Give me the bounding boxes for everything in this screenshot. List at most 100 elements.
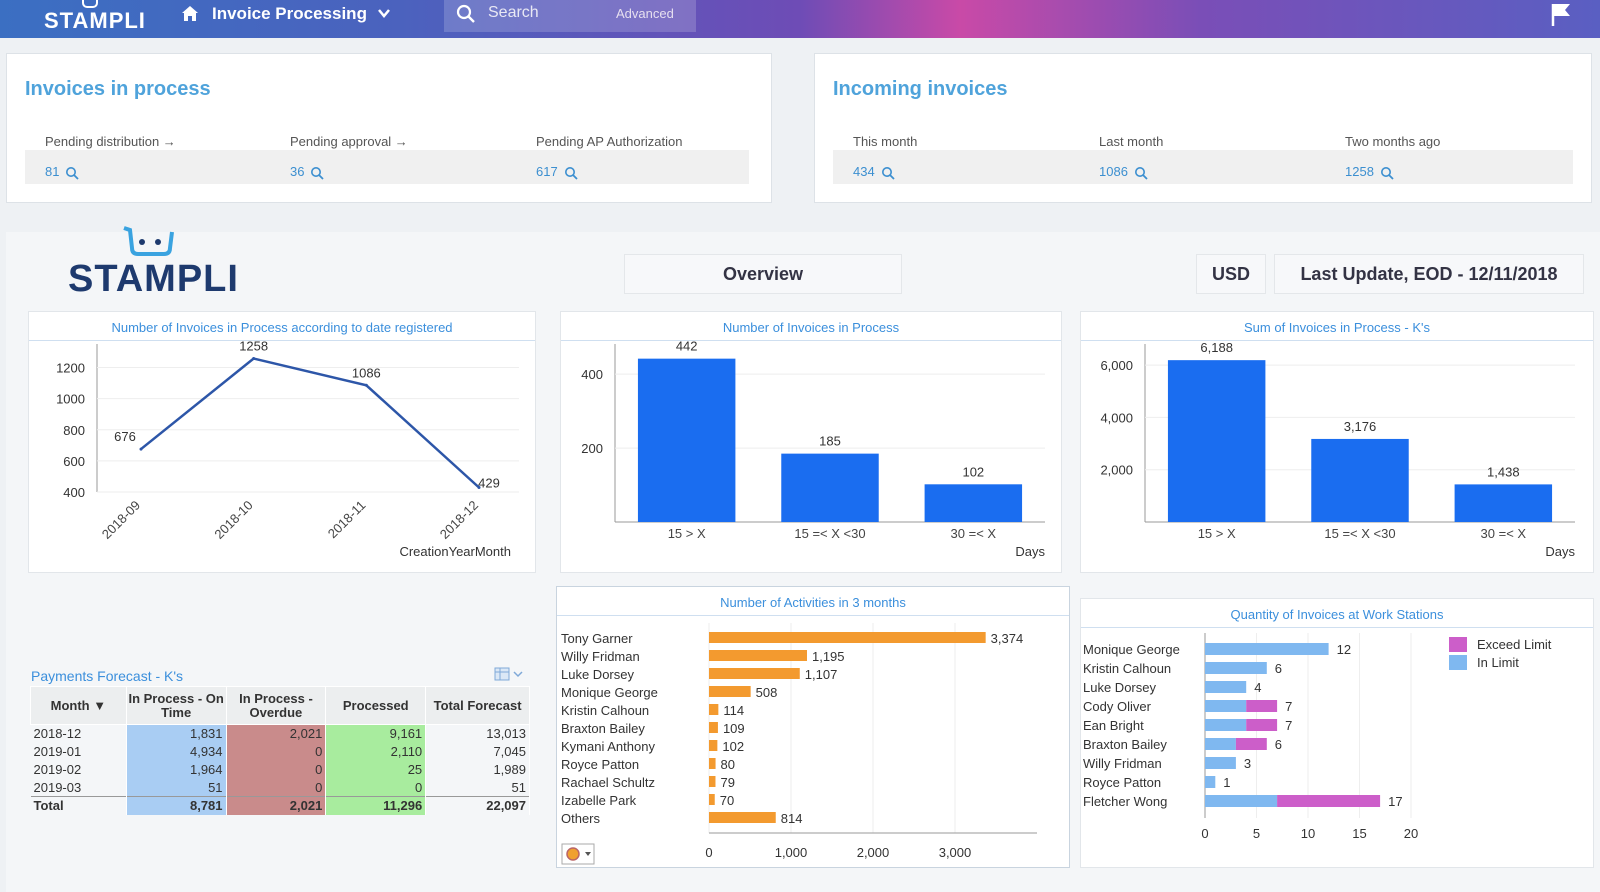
stacked-hbar-chart-canvas: 0 5 10 15 20 Monique George 12 Kristin Calhoun 6… (1083, 633, 1552, 841)
sort-down-icon[interactable]: ▼ (93, 697, 107, 713)
total-forecast-cell: 7,045 (425, 742, 530, 761)
legend-label: Exceed Limit (1477, 637, 1552, 652)
magnifier-icon[interactable] (881, 166, 895, 180)
x-tick-label: 15 > X (1198, 526, 1236, 541)
bar-segment (1205, 681, 1247, 693)
category-label: Fletcher Wong (1083, 794, 1167, 809)
data-label: 114 (723, 703, 744, 718)
category-label: Royce Patton (561, 757, 639, 772)
activities-chart: Number of Activities in 3 months 0 1,000 2… (556, 586, 1070, 868)
magnifier-icon[interactable] (1134, 166, 1148, 180)
advanced-search-link[interactable]: Advanced (616, 6, 674, 21)
x-tick-label: 15 =< X <30 (794, 526, 865, 541)
this-month-value[interactable]: 434 (853, 164, 895, 180)
bar-segment (1205, 643, 1329, 655)
y-tick-label: 400 (581, 367, 603, 382)
data-label: 7 (1285, 718, 1292, 733)
chevron-down-icon[interactable] (377, 6, 391, 20)
pending-distribution-label[interactable]: Pending distribution → (45, 134, 176, 149)
y-tick-label: 4,000 (1100, 410, 1133, 425)
pending-approval-value[interactable]: 36 (290, 164, 325, 180)
x-tick-label: 15 > X (668, 526, 706, 541)
data-label: 676 (114, 429, 136, 444)
bar (709, 650, 807, 661)
category-label: Monique George (561, 685, 658, 700)
currency-selector[interactable]: USD (1196, 254, 1266, 294)
search-box[interactable]: Search Advanced (444, 0, 696, 32)
total-processed-cell: 11,296 (325, 796, 427, 815)
data-label: 1258 (239, 339, 268, 354)
y-tick-label: 1200 (56, 361, 85, 376)
bar-segment (1205, 776, 1216, 788)
category-label: Braxton Bailey (1083, 737, 1167, 752)
magnifier-icon[interactable] (564, 166, 578, 180)
bar (709, 794, 715, 805)
home-icon[interactable] (180, 4, 200, 24)
magnifier-icon[interactable] (1380, 166, 1394, 180)
data-point (477, 485, 481, 489)
last-month-value[interactable]: 1086 (1099, 164, 1148, 180)
chart-options-icon[interactable] (561, 843, 595, 865)
x-tick-label: 1,000 (775, 845, 808, 860)
payments-forecast-table: Month ▼ In Process - On Time In Process … (30, 686, 530, 815)
line-chart-canvas: 400 600 800 1000 1200 676 1258 1086 429 2018-09 20… (56, 339, 519, 559)
bar-segment (1205, 700, 1247, 712)
work-stations-chart: Quantity of Invoices at Work Stations 0 5… (1080, 598, 1594, 868)
bar (709, 722, 718, 733)
month-cell: 2018-12 (30, 724, 127, 743)
chart-title: Quantity of Invoices at Work Stations (1230, 607, 1444, 622)
month-cell: 2019-03 (30, 778, 127, 797)
x-tick-label: 15 (1352, 826, 1366, 841)
on-time-cell: 4,934 (126, 742, 227, 761)
data-label: 6 (1275, 661, 1282, 676)
bar-chart-canvas: 2,000 4,000 6,000 6,188 15 > X 3,176 15 =< X <… (1100, 340, 1575, 559)
x-tick-label: 30 =< X (951, 526, 997, 541)
on-time-cell: 1,831 (126, 724, 227, 743)
x-axis-label: Days (1545, 544, 1575, 559)
bar (709, 632, 986, 643)
processed-cell: 0 (325, 778, 427, 797)
category-label: Kymani Anthony (561, 739, 655, 754)
header-label: Month (50, 697, 90, 713)
processed-cell: 2,110 (325, 742, 427, 761)
bar-segment (1205, 757, 1236, 769)
data-label: 6 (1275, 737, 1282, 752)
legend-swatch (1449, 637, 1467, 652)
incoming-invoices-panel: Incoming invoices This month Last month … (814, 53, 1592, 203)
brand-logo[interactable]: STAMPLI (44, 0, 146, 34)
pending-ap-authorization-value[interactable]: 617 (536, 164, 578, 180)
overdue-cell: 0 (226, 742, 327, 761)
pending-distribution-value[interactable]: 81 (45, 164, 80, 180)
x-tick-label: 3,000 (939, 845, 972, 860)
on-time-cell: 1,964 (126, 760, 227, 779)
table-export-icon[interactable] (494, 666, 524, 682)
data-label: 6,188 (1200, 340, 1233, 355)
bar-segment (1246, 700, 1278, 712)
overdue-cell: 0 (226, 778, 327, 797)
sum-of-invoices-chart: Sum of Invoices in Process - K's 2,000 4,… (1080, 311, 1594, 573)
data-label: 3,374 (991, 631, 1024, 646)
two-months-ago-value[interactable]: 1258 (1345, 164, 1394, 180)
data-point (139, 447, 143, 451)
flag-icon[interactable] (1550, 2, 1572, 26)
search-input[interactable]: Search (488, 4, 539, 21)
bar (1454, 484, 1553, 522)
x-tick-label: 5 (1253, 826, 1260, 841)
magnifier-icon[interactable] (310, 166, 325, 180)
column-header-processed: Processed (325, 686, 427, 725)
data-label: 4 (1254, 680, 1261, 695)
kpi-value: 81 (45, 164, 60, 179)
y-tick-label: 200 (581, 441, 603, 456)
x-tick-label: 30 =< X (1481, 526, 1527, 541)
column-header-month[interactable]: Month ▼ (30, 686, 127, 725)
hbar-chart-canvas: 0 1,000 2,000 3,000 Tony Garner 3,374 Willy Fr… (561, 623, 1037, 860)
data-label: 185 (819, 434, 841, 449)
module-title[interactable]: Invoice Processing (212, 4, 367, 23)
pending-approval-label[interactable]: Pending approval → (290, 134, 408, 149)
table-header-row: Month ▼ In Process - On Time In Process … (30, 686, 530, 725)
category-label: Izabelle Park (561, 793, 637, 808)
magnifier-icon[interactable] (65, 166, 80, 180)
tab-overview[interactable]: Overview (624, 254, 902, 294)
x-tick-label: 2,000 (857, 845, 890, 860)
category-label: Rachael Schultz (561, 775, 655, 790)
